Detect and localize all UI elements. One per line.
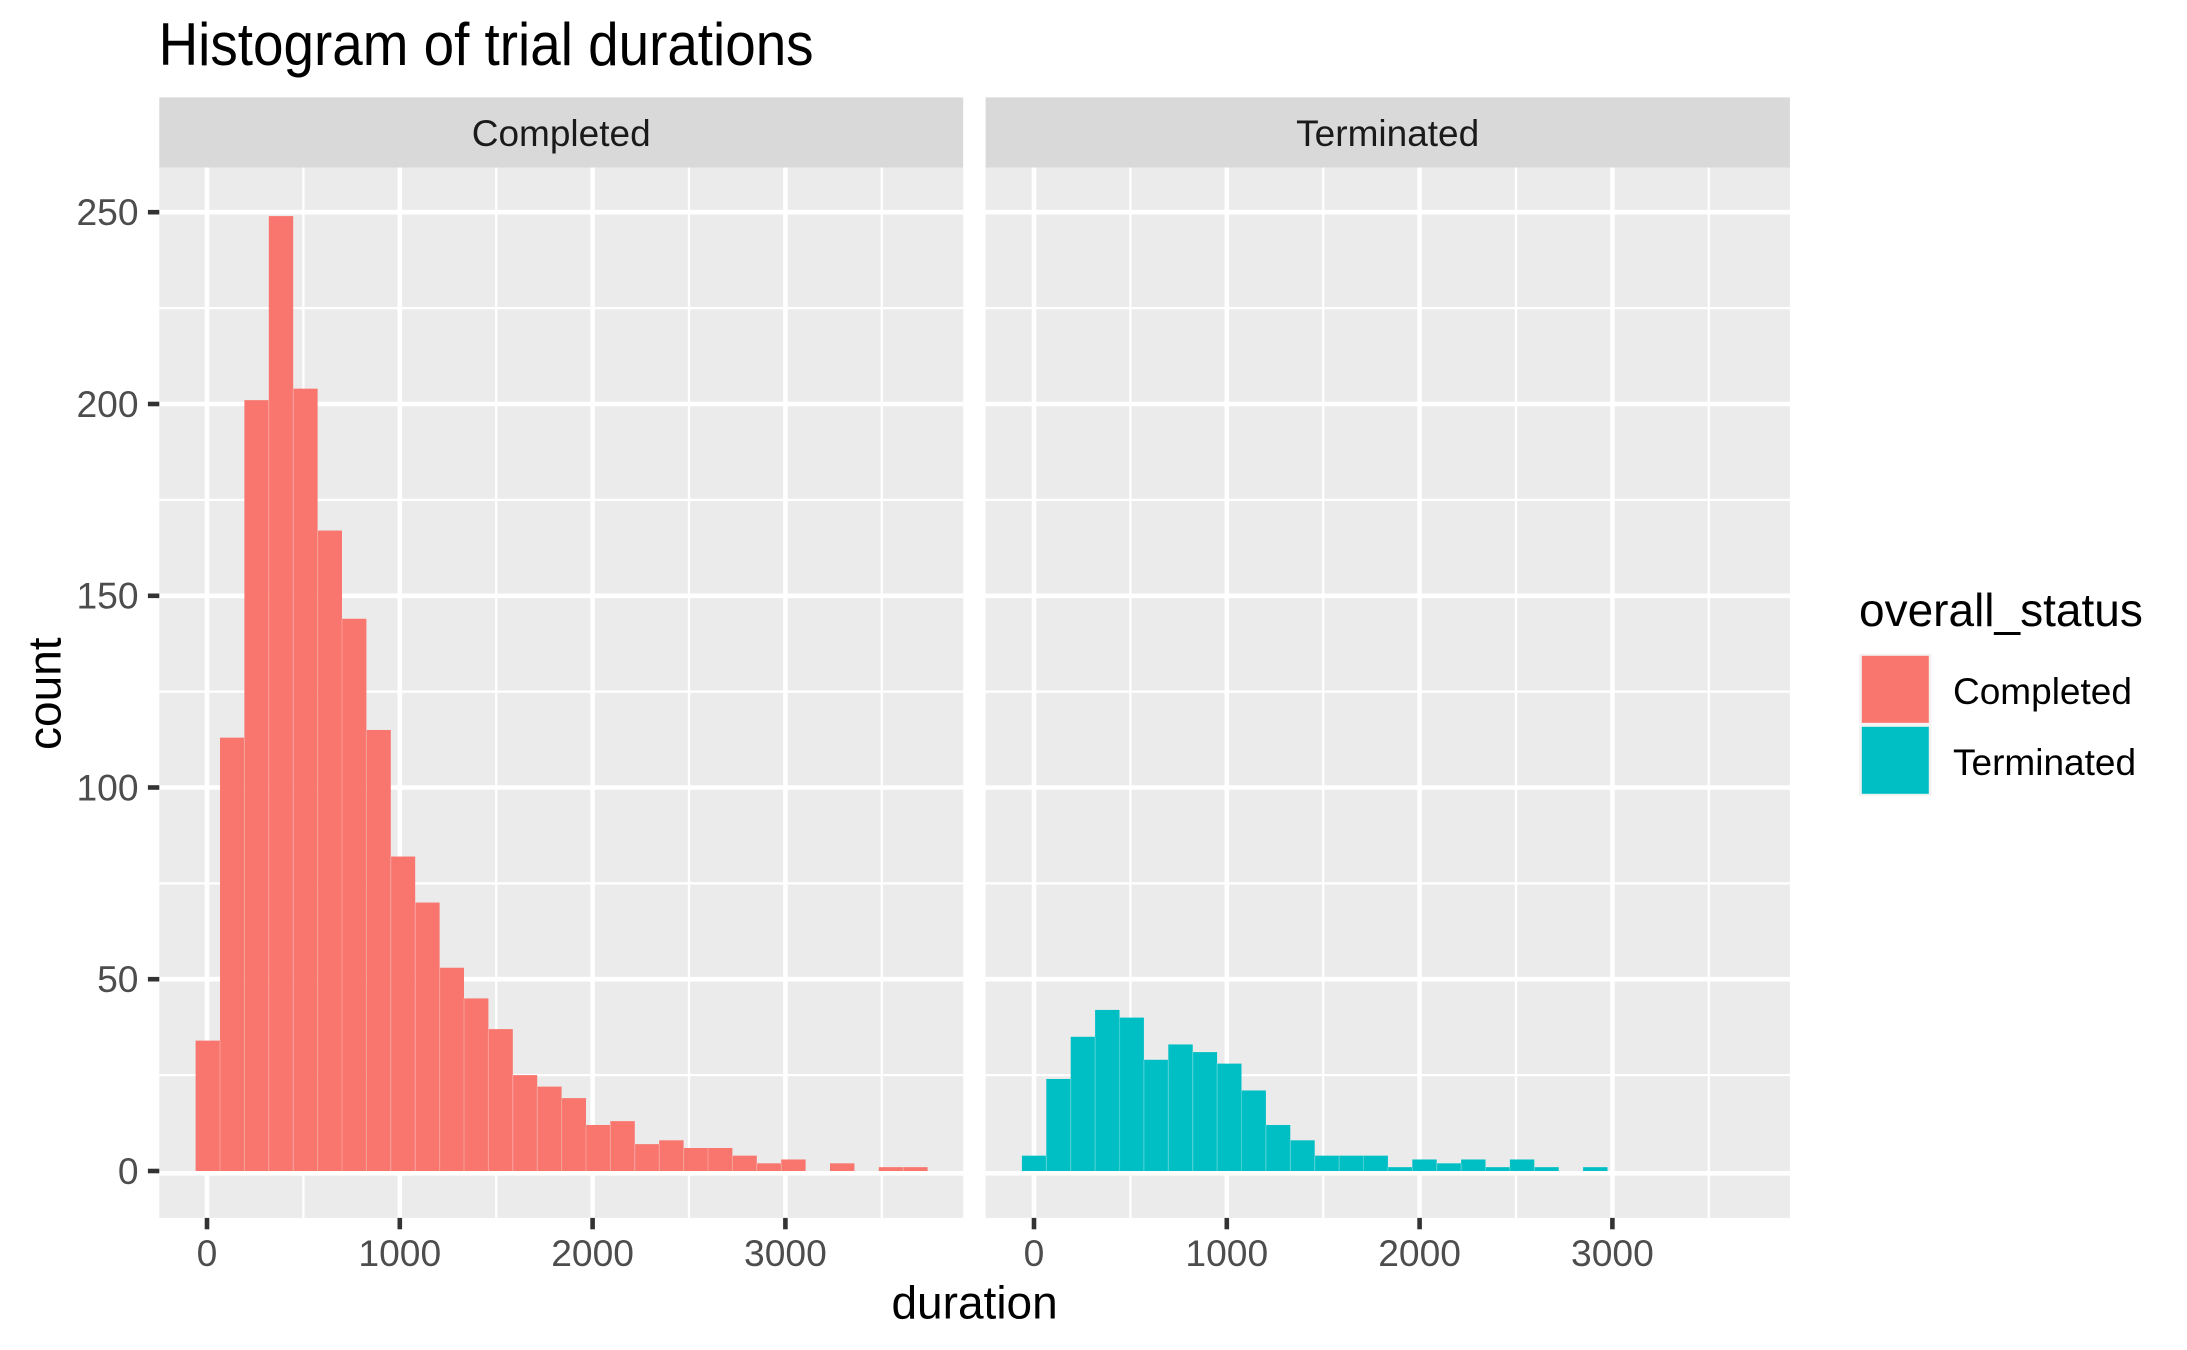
svg-text:3000: 3000 <box>1571 1232 1654 1274</box>
svg-text:count: count <box>19 637 71 750</box>
svg-text:3000: 3000 <box>744 1232 827 1274</box>
svg-text:0: 0 <box>197 1232 218 1274</box>
svg-text:50: 50 <box>97 958 138 1000</box>
svg-text:Histogram of trial durations: Histogram of trial durations <box>159 11 814 78</box>
svg-text:duration: duration <box>891 1276 1057 1328</box>
svg-text:100: 100 <box>76 766 138 808</box>
svg-text:Terminated: Terminated <box>1296 113 1479 154</box>
svg-text:Terminated: Terminated <box>1953 742 2136 783</box>
svg-text:150: 150 <box>76 575 138 617</box>
svg-text:1000: 1000 <box>358 1232 441 1274</box>
svg-text:Completed: Completed <box>472 113 651 154</box>
svg-text:0: 0 <box>118 1150 139 1192</box>
svg-text:2000: 2000 <box>551 1232 634 1274</box>
svg-text:overall_status: overall_status <box>1859 584 2143 636</box>
svg-text:1000: 1000 <box>1185 1232 1268 1274</box>
svg-text:2000: 2000 <box>1378 1232 1461 1274</box>
svg-text:Completed: Completed <box>1953 671 2132 712</box>
svg-text:250: 250 <box>76 191 138 233</box>
svg-text:0: 0 <box>1024 1232 1045 1274</box>
svg-text:200: 200 <box>76 383 138 425</box>
